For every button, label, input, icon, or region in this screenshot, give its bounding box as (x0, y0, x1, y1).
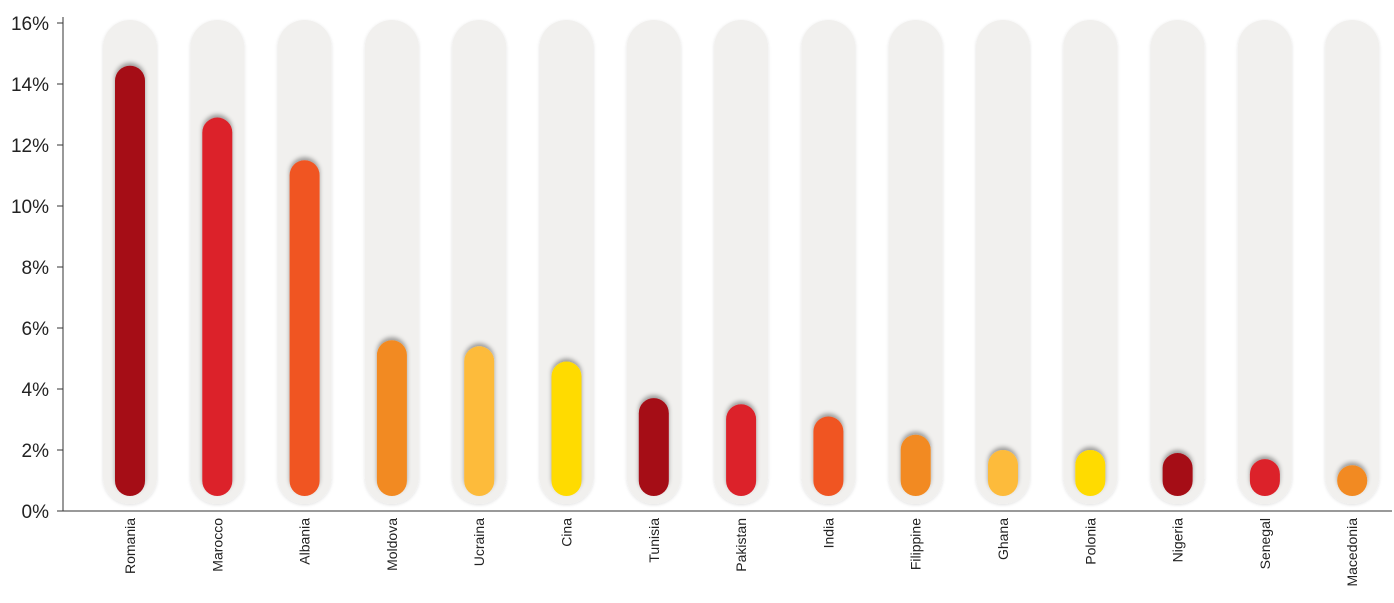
x-tick-label-moldova: Moldova (384, 518, 400, 571)
x-tick-label-romania: Romania (122, 518, 138, 574)
x-tick-label-cina: Cina (559, 518, 575, 547)
bar-albania (289, 160, 320, 496)
bar-track-filippine (888, 20, 943, 504)
bar-track-polonia (1063, 20, 1118, 504)
y-tick-label: 16% (11, 14, 49, 35)
x-tick-label-polonia: Polonia (1082, 518, 1098, 565)
y-tick-label: 0% (22, 502, 50, 523)
y-tick-label: 12% (11, 136, 49, 157)
bar-cina (551, 361, 582, 496)
bar-track-ghana (976, 20, 1030, 504)
x-tick-label-macedonia: Macedonia (1344, 518, 1360, 587)
x-tick-label-marocco: Marocco (209, 518, 225, 572)
bar-track-tunisia (626, 20, 681, 504)
bar-filippine (900, 434, 931, 496)
bar-india (813, 416, 844, 496)
bars (115, 65, 1368, 497)
axes (62, 17, 1392, 512)
y-tick-label: 8% (22, 258, 50, 279)
x-tick-label-india: India (820, 518, 836, 549)
bar-polonia (1075, 450, 1106, 496)
bar-macedonia (1337, 465, 1368, 496)
x-axis-labels: Romania Marocco Albania Moldova Ucraina Cina T… (122, 518, 1360, 587)
y-tick-label: 2% (22, 441, 50, 462)
x-tick-label-ucraina: Ucraina (471, 518, 487, 566)
bar-track-senegal (1237, 20, 1292, 504)
bar-ucraina (464, 346, 495, 496)
x-tick-label-albania: Albania (297, 518, 313, 565)
y-tick-label: 10% (11, 197, 49, 218)
x-tick-label-pakistan: Pakistan (733, 518, 749, 572)
bar-track-india (801, 20, 856, 504)
bar-track-nigeria (1150, 20, 1205, 504)
bar-senegal (1249, 459, 1280, 496)
bar-track-macedonia (1325, 20, 1380, 504)
bar-moldova (376, 340, 407, 496)
bar-tunisia (638, 398, 669, 496)
bar-ghana (988, 450, 1018, 496)
x-tick-label-senegal: Senegal (1257, 518, 1273, 569)
x-tick-label-nigeria: Nigeria (1170, 518, 1186, 563)
bar-nigeria (1162, 453, 1193, 496)
y-tick-label: 14% (11, 75, 49, 96)
bar-marocco (202, 117, 233, 497)
bar-track-pakistan (714, 20, 769, 504)
y-tick-label: 6% (22, 319, 50, 340)
bar-pakistan (726, 404, 757, 496)
bar-romania (115, 65, 145, 496)
x-tick-label-filippine: Filippine (908, 518, 924, 570)
x-tick-label-tunisia: Tunisia (646, 518, 662, 563)
x-tick-label-ghana: Ghana (995, 518, 1011, 560)
bar-tracks (103, 20, 1380, 504)
y-tick-label: 4% (22, 380, 50, 401)
y-axis-ticks: 0% 2% 4% 6% 8% 10% 12% 14% 16% (11, 14, 63, 523)
